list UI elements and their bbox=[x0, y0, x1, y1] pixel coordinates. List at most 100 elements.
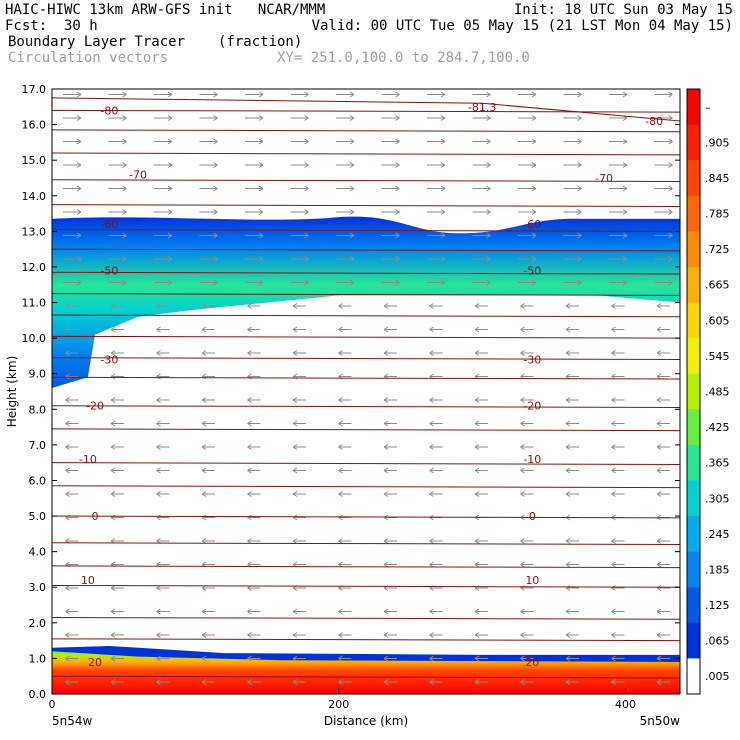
x-tick-label: 200 bbox=[328, 698, 349, 711]
circulation-vector bbox=[429, 467, 443, 474]
circulation-vector bbox=[656, 608, 670, 615]
circulation-vector bbox=[474, 608, 488, 615]
circulation-vector bbox=[654, 209, 673, 215]
colorbar-label: .125 bbox=[705, 599, 730, 612]
circulation-vector bbox=[565, 491, 579, 497]
circulation-vector bbox=[611, 608, 625, 615]
colorbar-label: .665 bbox=[705, 279, 730, 292]
circulation-vector bbox=[383, 303, 397, 309]
circulation-vector bbox=[63, 138, 82, 145]
temperature-contour-line bbox=[51, 405, 681, 409]
circulation-vector bbox=[563, 91, 582, 98]
circulation-vector bbox=[245, 256, 264, 262]
temperature-contour-line bbox=[51, 584, 681, 588]
circulation-vector bbox=[383, 655, 397, 662]
circulation-vector bbox=[518, 162, 537, 168]
circulation-vector bbox=[427, 256, 446, 262]
circulation-vector bbox=[199, 162, 218, 168]
circulation-vector bbox=[611, 420, 625, 427]
temperature-contour-label: 20 bbox=[88, 656, 102, 669]
circulation-vector bbox=[427, 162, 446, 168]
circulation-vector bbox=[336, 162, 355, 168]
y-tick-label: 9.0 bbox=[29, 368, 47, 381]
circulation-vector bbox=[108, 256, 127, 262]
circulation-vector bbox=[520, 444, 534, 450]
temperature-contour-line bbox=[51, 152, 681, 156]
circulation-vector bbox=[427, 91, 446, 98]
circulation-vector bbox=[290, 91, 309, 98]
circulation-vector bbox=[110, 397, 124, 403]
circulation-vector bbox=[156, 679, 170, 685]
circulation-vector bbox=[654, 232, 673, 239]
circulation-vector bbox=[245, 232, 264, 239]
circulation-vector bbox=[201, 444, 215, 450]
temperature-contour-label: -81.3 bbox=[468, 101, 496, 114]
circulation-vector bbox=[383, 350, 397, 356]
circulation-vector bbox=[520, 397, 534, 403]
circulation-vector bbox=[65, 608, 79, 615]
temperature-contour-line bbox=[51, 335, 681, 339]
temperature-contour-label: 0 bbox=[92, 510, 99, 523]
circulation-vector bbox=[156, 632, 170, 638]
circulation-vector bbox=[383, 420, 397, 427]
circulation-vector bbox=[654, 91, 673, 98]
y-tick-label: 0.0 bbox=[29, 688, 47, 701]
circulation-vector bbox=[565, 326, 579, 333]
circulation-vector bbox=[383, 679, 397, 685]
circulation-vector bbox=[245, 279, 264, 286]
circulation-vector bbox=[110, 326, 124, 333]
circulation-vector bbox=[381, 185, 400, 192]
circulation-vector bbox=[427, 115, 446, 121]
circulation-vector bbox=[609, 209, 628, 215]
circulation-vector bbox=[474, 397, 488, 403]
colorbar-swatch bbox=[687, 373, 700, 410]
circulation-vector bbox=[427, 138, 446, 145]
circulation-vector bbox=[156, 608, 170, 615]
circulation-vector bbox=[520, 491, 534, 497]
circulation-vector bbox=[110, 467, 124, 474]
circulation-vector bbox=[565, 538, 579, 544]
circulation-vector bbox=[292, 679, 306, 685]
circulation-vector bbox=[201, 397, 215, 403]
circulation-vector bbox=[199, 115, 218, 121]
cross-section-coords: XY= 251.0,100.0 to 284.7,100.0 bbox=[277, 50, 530, 66]
y-tick-label: 4.0 bbox=[29, 546, 47, 559]
circulation-vector bbox=[245, 162, 264, 168]
circulation-vector bbox=[156, 397, 170, 403]
circulation-vector bbox=[63, 209, 82, 215]
circulation-vector bbox=[472, 279, 491, 286]
circulation-vector bbox=[429, 538, 443, 544]
colorbar-swatch bbox=[687, 444, 700, 481]
circulation-vector bbox=[199, 185, 218, 192]
colorbar-label: .905 bbox=[705, 136, 730, 149]
circulation-vector bbox=[292, 444, 306, 450]
circulation-vector bbox=[611, 538, 625, 544]
circulation-vector bbox=[338, 303, 352, 309]
circulation-vector bbox=[609, 185, 628, 192]
circulation-vector bbox=[108, 232, 127, 239]
circulation-vector bbox=[336, 138, 355, 145]
colorbar-swatch bbox=[687, 160, 700, 197]
circulation-vector bbox=[520, 350, 534, 356]
circulation-vector bbox=[156, 326, 170, 333]
circulation-vector bbox=[63, 256, 82, 262]
circulation-vector bbox=[656, 655, 670, 662]
circulation-vector bbox=[201, 655, 215, 662]
circulation-vector bbox=[63, 232, 82, 239]
circulation-vector bbox=[154, 115, 173, 121]
circulation-vector bbox=[336, 232, 355, 239]
circulation-vector bbox=[472, 232, 491, 239]
colorbar-label: .845 bbox=[705, 172, 730, 185]
circulation-vector bbox=[429, 655, 443, 662]
circulation-vector bbox=[429, 303, 443, 309]
temperature-contour-line bbox=[51, 179, 681, 183]
circulation-vector bbox=[427, 209, 446, 215]
circulation-vector bbox=[245, 185, 264, 192]
y-tick-label: 11.0 bbox=[22, 297, 47, 310]
circulation-vector bbox=[336, 209, 355, 215]
y-tick-label: 16.0 bbox=[22, 119, 47, 132]
temperature-contour-label: -30 bbox=[523, 353, 541, 366]
circulation-vector bbox=[518, 209, 537, 215]
circulation-vector bbox=[199, 256, 218, 262]
circulation-vector bbox=[65, 679, 79, 685]
